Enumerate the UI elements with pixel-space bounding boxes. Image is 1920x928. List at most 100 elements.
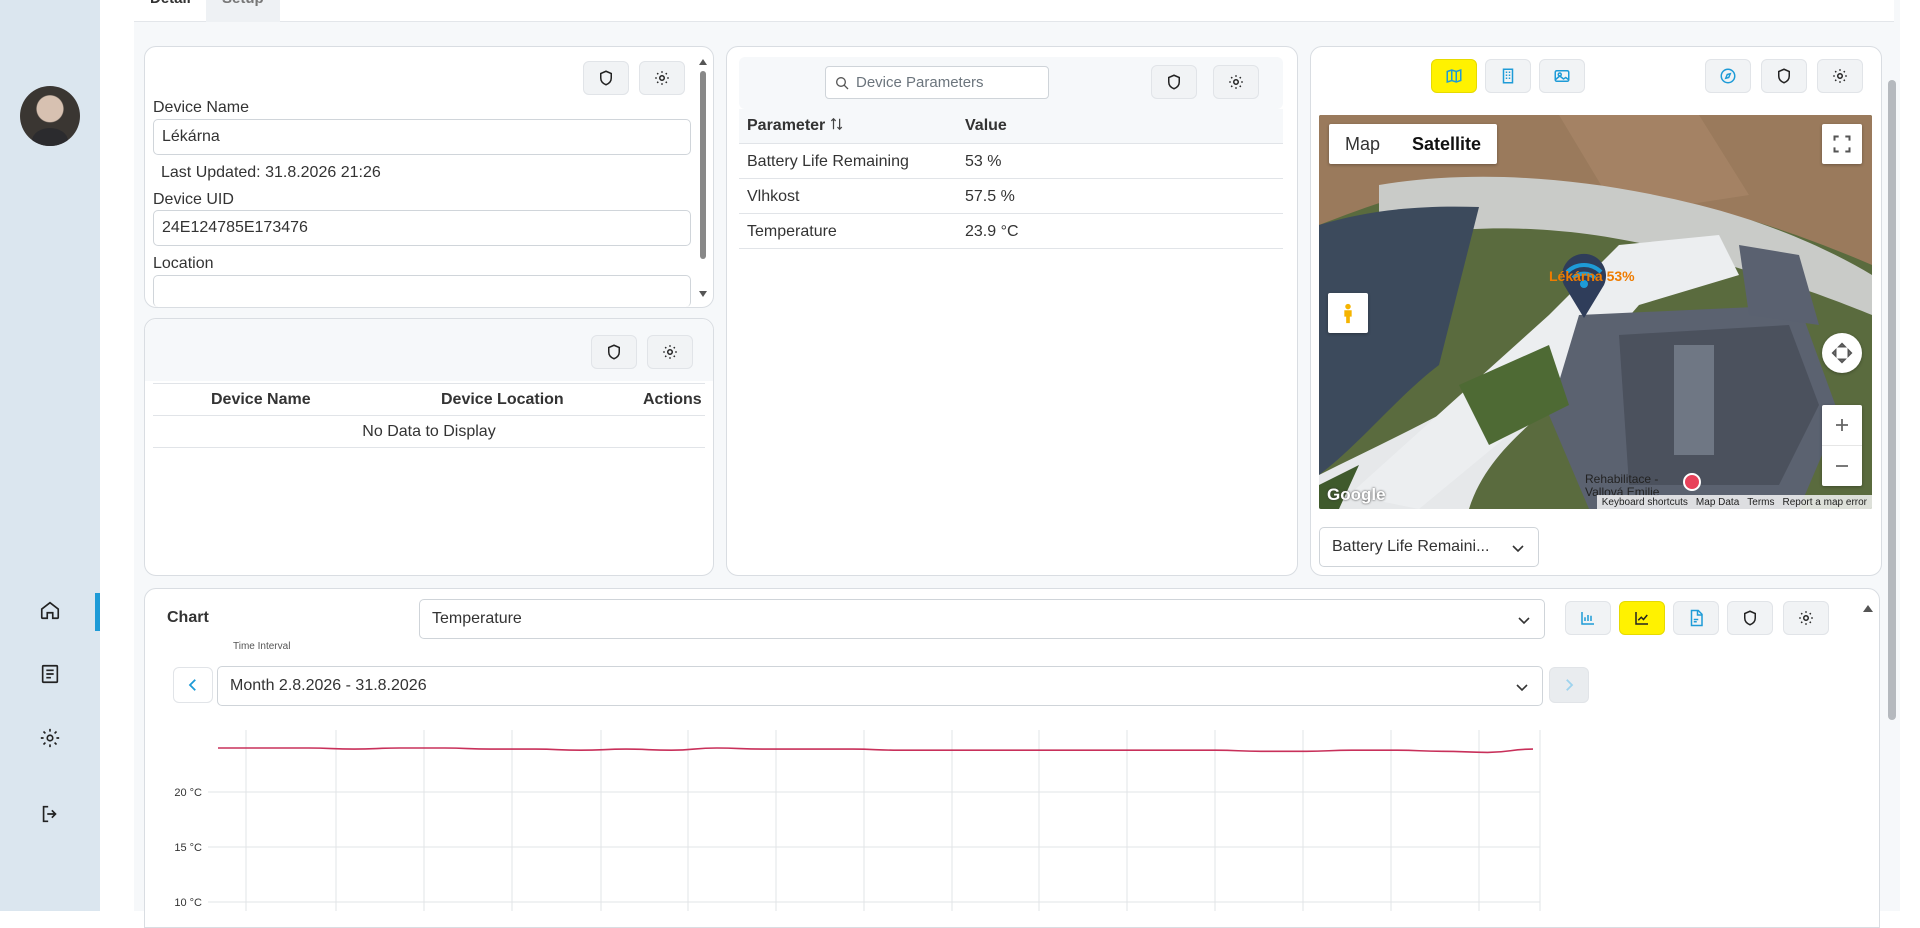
scrollbar[interactable]: [697, 57, 709, 299]
map-footer-terms[interactable]: Terms: [1747, 496, 1775, 508]
divider: [153, 383, 705, 384]
map-view-button[interactable]: [1431, 59, 1477, 93]
map-footer-data[interactable]: Map Data: [1695, 496, 1740, 508]
main: Detail Setup Device Name Lékárna Last Up…: [100, 0, 1920, 928]
home-icon[interactable]: [36, 596, 64, 624]
divider: [153, 415, 705, 416]
parameter-value: 23.9 °C: [965, 223, 1019, 240]
parameters-card: Device Parameters Parameter Value Batter…: [726, 46, 1298, 576]
map-imagery: [1319, 115, 1872, 509]
shield-button[interactable]: [1151, 65, 1197, 99]
search-placeholder: Device Parameters: [856, 74, 984, 91]
column-header-actions: Actions: [643, 391, 702, 408]
navigation-button[interactable]: [1705, 59, 1751, 93]
y-tick-label: 15 °C: [174, 842, 202, 854]
map-footer-shortcuts[interactable]: Keyboard shortcuts: [1601, 496, 1688, 508]
tab-details[interactable]: Detail: [134, 0, 207, 22]
map-footer: Keyboard shortcuts Map Data Terms Report…: [1596, 495, 1872, 509]
street-view-button[interactable]: [1328, 293, 1368, 333]
map-parameter-select[interactable]: Battery Life Remaini...: [1319, 527, 1539, 567]
map-parameter-select-value: Battery Life Remaini...: [1332, 538, 1490, 555]
map-footer-report[interactable]: Report a map error: [1782, 496, 1867, 508]
temperature-line-chart: 20 °C 15 °C 10 °C: [174, 730, 1541, 911]
column-header-device-location[interactable]: Device Location: [441, 391, 564, 408]
collapse-arrow-icon[interactable]: [1863, 599, 1873, 616]
minus-icon: [1836, 464, 1848, 467]
fullscreen-icon: [1833, 135, 1851, 153]
column-header-parameter[interactable]: Parameter: [747, 117, 844, 135]
shield-button[interactable]: [591, 335, 637, 369]
page-scrollbar[interactable]: [1888, 80, 1896, 720]
chart-metric-select-value: Temperature: [432, 610, 522, 627]
device-info-card: Device Name Lékárna Last Updated: 31.8.2…: [144, 46, 714, 308]
map-type-map[interactable]: Map: [1345, 134, 1381, 154]
avatar[interactable]: [20, 86, 80, 146]
shield-icon: [1168, 74, 1180, 90]
column-header-device-name[interactable]: Device Name: [211, 391, 311, 408]
next-period-button[interactable]: [1549, 667, 1589, 703]
zoom-out-button[interactable]: [1822, 446, 1862, 486]
map-type-satellite[interactable]: Satellite: [1412, 134, 1482, 154]
content-area: Detail Setup Device Name Lékárna Last Up…: [134, 0, 1900, 928]
series-line: [218, 747, 1534, 754]
time-interval-select[interactable]: Month 2.8.2026 - 31.8.2026: [217, 666, 1543, 706]
divider: [739, 213, 1283, 214]
divider: [153, 447, 705, 448]
camera-control-button[interactable]: [1822, 333, 1862, 373]
device-name-input[interactable]: Lékárna: [153, 119, 691, 155]
chart-metric-select[interactable]: Temperature: [419, 599, 1545, 639]
line-chart-icon: [1635, 612, 1648, 625]
gear-icon[interactable]: [36, 724, 64, 752]
time-interval-select-value: Month 2.8.2026 - 31.8.2026: [230, 677, 427, 694]
shield-icon: [1744, 610, 1756, 626]
search-icon: [836, 76, 849, 89]
fullscreen-button[interactable]: [1822, 124, 1862, 164]
building-view-button[interactable]: [1485, 59, 1531, 93]
shield-button[interactable]: [1727, 601, 1773, 635]
table-header-bar: [739, 109, 1283, 143]
tab-setup[interactable]: Setup: [206, 0, 280, 22]
scrollbar-graphic: [699, 59, 707, 297]
compass-icon: [1720, 68, 1736, 84]
previous-period-button[interactable]: [173, 667, 213, 703]
chevron-down-icon: [1512, 545, 1524, 553]
shield-button[interactable]: [1761, 59, 1807, 93]
logout-icon[interactable]: [36, 800, 64, 828]
satellite-map[interactable]: Map Satellite: [1319, 115, 1872, 509]
location-input[interactable]: [153, 275, 691, 307]
settings-button[interactable]: [1783, 601, 1829, 635]
chevron-down-icon: [1518, 617, 1530, 625]
export-pdf-button[interactable]: [1673, 601, 1719, 635]
device-uid-label: Device UID: [153, 191, 234, 208]
hospital-poi-icon[interactable]: [1683, 473, 1701, 491]
settings-button[interactable]: [1213, 65, 1259, 99]
map-card: Map Satellite: [1310, 46, 1882, 576]
device-uid-input[interactable]: 24E124785E173476: [153, 210, 691, 246]
shield-button[interactable]: [583, 61, 629, 95]
document-icon[interactable]: [36, 660, 64, 688]
map-type-toggle: Map Satellite: [1329, 124, 1498, 164]
sort-icon: [830, 117, 842, 131]
location-label: Location: [153, 255, 214, 272]
image-view-button[interactable]: [1539, 59, 1585, 93]
parameter-name: Temperature: [747, 223, 837, 240]
shield-icon: [1778, 68, 1790, 84]
zoom-in-button[interactable]: [1822, 406, 1862, 446]
settings-button[interactable]: [1817, 59, 1863, 93]
time-interval-label: Time Interval: [233, 641, 291, 652]
camera-control-icon: [1831, 342, 1853, 364]
parameter-value: 53 %: [965, 153, 1002, 170]
wifi-marker-icon: [1562, 253, 1606, 318]
bar-chart-button[interactable]: [1565, 601, 1611, 635]
chevron-down-icon: [1516, 684, 1528, 692]
google-logo: Google: [1327, 485, 1386, 504]
settings-button[interactable]: [639, 61, 685, 95]
parameter-name: Vlhkost: [747, 188, 800, 205]
device-marker[interactable]: [1549, 240, 1619, 320]
image-icon: [1554, 70, 1570, 82]
divider: [739, 178, 1283, 179]
parameter-search-input[interactable]: Device Parameters: [825, 66, 1049, 99]
settings-button[interactable]: [647, 335, 693, 369]
chevron-left-icon: [188, 679, 196, 691]
line-chart-button[interactable]: [1619, 601, 1665, 635]
